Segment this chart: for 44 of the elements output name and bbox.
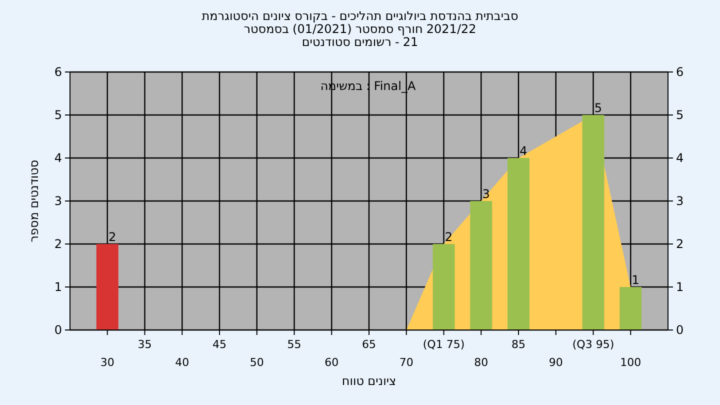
bar (432, 244, 455, 330)
y-tick-label: 4 (54, 151, 62, 165)
y-tick-label: 0 (54, 323, 62, 337)
x-tick-label: 40 (175, 356, 190, 369)
x-tick-label: 30 (100, 356, 114, 369)
y2-tick-label: 2 (676, 237, 684, 251)
x-tick-label: (Q3 95) (572, 338, 614, 351)
y-tick-label: 1 (54, 280, 62, 294)
y2-tick-label: 1 (676, 280, 684, 294)
chart-title: היסטוגרמת ציונים בקורס - תהליכים ביולוגיים בהנדסת סביבתית (202, 9, 518, 23)
x-axis-title: טווח ציונים (342, 374, 396, 388)
x-tick-label: 55 (287, 338, 302, 351)
bar (620, 287, 642, 330)
y-tick-label: 5 (54, 108, 62, 122)
x-tick-label: 100 (620, 356, 642, 369)
x-tick-label: 85 (512, 338, 526, 351)
data-label: 1 (632, 273, 640, 287)
x-tick-label: 70 (399, 356, 414, 369)
y-tick-label: 6 (54, 65, 62, 79)
y-tick-label: 2 (54, 237, 62, 251)
x-tick-label: 50 (250, 356, 264, 369)
bar (96, 244, 118, 330)
y2-tick-label: 5 (676, 108, 684, 122)
data-label: 2 (444, 230, 453, 244)
x-tick-label: 60 (324, 356, 339, 369)
y2-tick-label: 4 (676, 151, 684, 165)
data-label: 2 (108, 230, 116, 244)
y2-tick-label: 3 (676, 194, 684, 208)
bar (582, 115, 604, 330)
bar (508, 158, 530, 330)
data-label: 5 (594, 101, 602, 115)
y-axis-title: מספר סטודנטים (27, 160, 41, 242)
y2-tick-label: 6 (676, 65, 684, 79)
x-tick-label: (Q1 75) (422, 338, 465, 351)
x-tick-label: 45 (212, 338, 226, 351)
x-tick-label: 80 (474, 356, 488, 369)
x-tick-label: 35 (138, 338, 152, 351)
data-label: 4 (520, 144, 528, 158)
x-tick-label: 90 (548, 356, 563, 369)
x-tick-label: 65 (362, 338, 376, 351)
bar (470, 201, 492, 330)
y2-tick-label: 0 (676, 323, 684, 337)
y-tick-label: 3 (54, 194, 62, 208)
data-label: 3 (482, 187, 490, 201)
